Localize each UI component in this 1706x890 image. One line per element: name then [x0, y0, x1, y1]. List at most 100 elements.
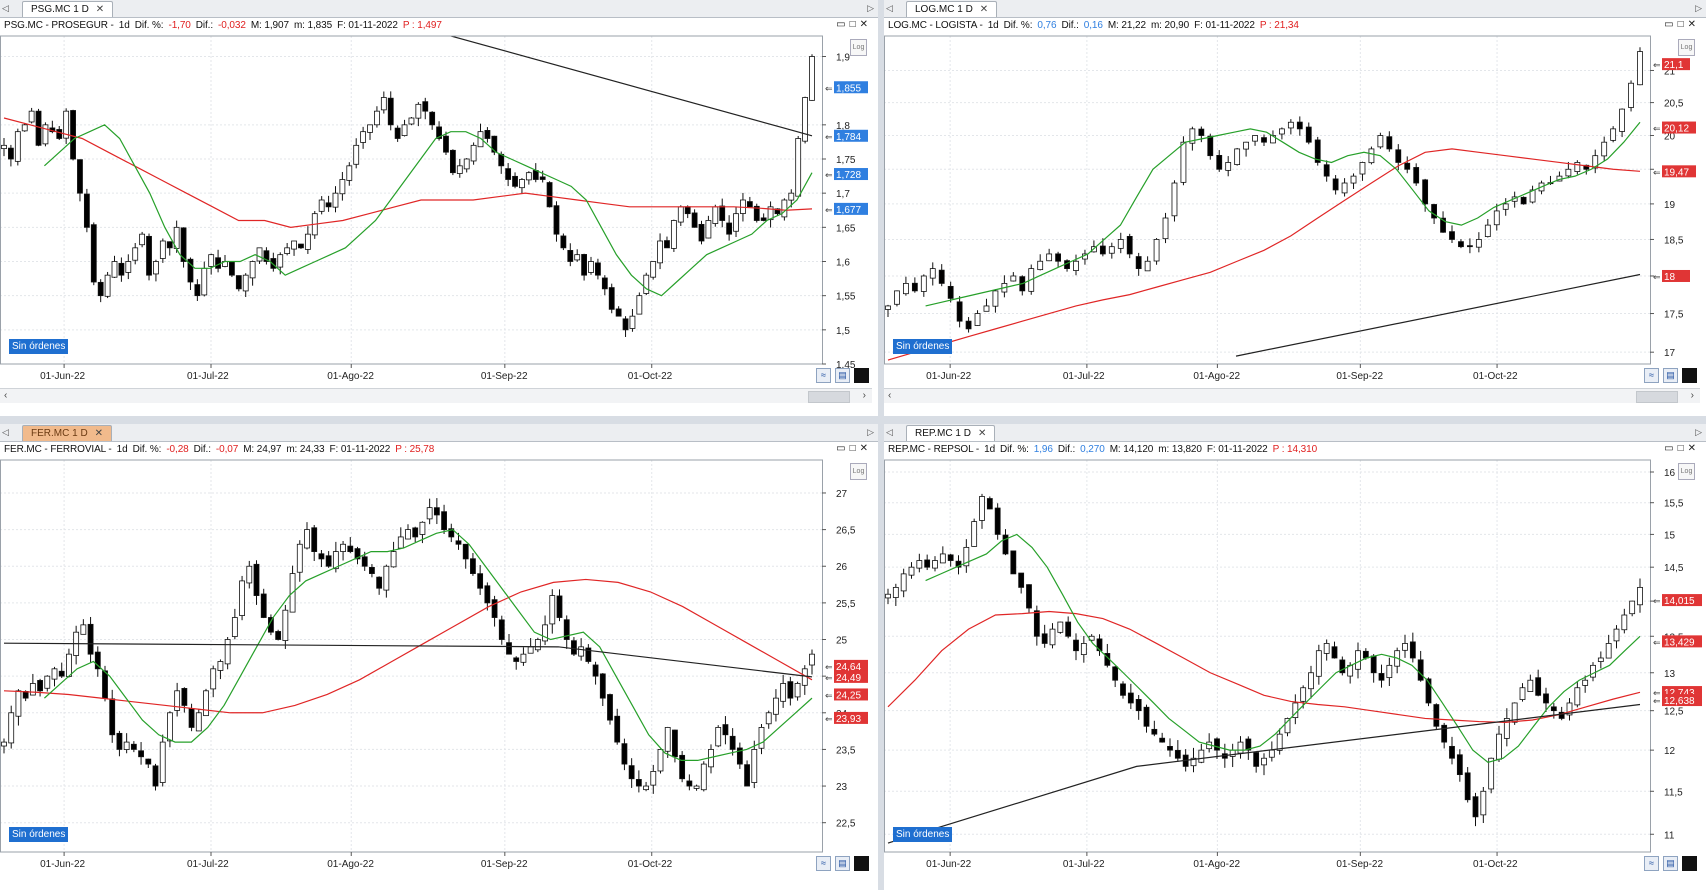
close-icon[interactable]: ✕ — [94, 428, 104, 439]
candle — [1162, 217, 1169, 240]
candle — [563, 619, 570, 640]
ma-long-line — [887, 610, 1641, 723]
log-scale-toggle[interactable]: Log — [1678, 39, 1695, 56]
arrow-left-icon: ⇐ — [825, 83, 833, 93]
minimize-icon[interactable]: ▭ — [836, 19, 850, 30]
tab-scroll-right-icon[interactable]: ▷ — [867, 3, 874, 13]
candle — [643, 274, 650, 294]
chart-tab[interactable]: LOG.MC 1 D ✕ — [906, 1, 998, 17]
close-window-icon[interactable]: ✕ — [859, 443, 872, 454]
candle — [693, 785, 700, 789]
close-window-icon[interactable]: ✕ — [859, 19, 872, 30]
candle — [102, 670, 108, 699]
maximize-icon[interactable]: □ — [849, 19, 860, 30]
chart-tab[interactable]: PSG.MC 1 D ✕ — [22, 1, 114, 17]
candle — [109, 698, 116, 736]
candle — [664, 240, 670, 249]
candle — [677, 206, 684, 223]
color-swatch-icon[interactable] — [1682, 368, 1697, 383]
window-buttons[interactable]: ▭□✕ — [836, 443, 872, 454]
save-icon[interactable]: ▤ — [1663, 856, 1678, 871]
tab-scroll-left-icon[interactable]: ◁ — [886, 3, 893, 13]
close-window-icon[interactable]: ✕ — [1687, 443, 1700, 454]
minimize-icon[interactable]: ▭ — [1664, 443, 1678, 454]
candle — [585, 647, 592, 662]
candle — [1174, 749, 1181, 759]
candle — [1409, 641, 1416, 659]
candle — [332, 192, 339, 208]
zoom-icon[interactable]: ≈ — [816, 368, 831, 383]
price-chart[interactable]: 2726,52625,52524,52423,52322,524,64⇐24,4… — [0, 424, 878, 890]
log-scale-toggle[interactable]: Log — [1678, 463, 1695, 480]
close-icon[interactable]: ✕ — [95, 4, 105, 15]
y-tick-label: 19 — [1664, 200, 1676, 211]
chart-tab[interactable]: REP.MC 1 D ✕ — [906, 425, 996, 441]
minimize-icon[interactable]: ▭ — [1664, 19, 1678, 30]
zoom-icon[interactable]: ≈ — [1644, 856, 1659, 871]
tab-scroll-right-icon[interactable]: ▷ — [1695, 427, 1702, 437]
log-scale-toggle[interactable]: Log — [850, 463, 867, 480]
maximize-icon[interactable]: □ — [849, 443, 860, 454]
arrow-left-icon: ⇐ — [825, 690, 833, 700]
x-tick-label: 01-Jul-22 — [187, 371, 229, 382]
y-tick-label: 17 — [1664, 348, 1676, 359]
save-icon[interactable]: ▤ — [835, 856, 850, 871]
candle — [1057, 621, 1064, 633]
tab-scroll-left-icon[interactable]: ◁ — [2, 427, 9, 437]
horizontal-scrollbar[interactable]: ‹ › — [884, 388, 1700, 403]
candle — [1108, 246, 1115, 254]
close-icon[interactable]: ✕ — [979, 4, 989, 15]
info-period: 1d — [987, 20, 999, 31]
price-chart[interactable]: 1615,51514,51413,51312,51211,51114,015⇐1… — [884, 424, 1706, 890]
scroll-left-icon[interactable]: ‹ — [888, 390, 892, 401]
candle — [636, 295, 643, 315]
scrollbar-thumb[interactable] — [1636, 391, 1678, 403]
scroll-left-icon[interactable]: ‹ — [4, 390, 8, 401]
candle — [1441, 724, 1448, 743]
horizontal-scrollbar[interactable]: ‹ › — [0, 388, 872, 403]
candle — [1216, 155, 1223, 170]
close-window-icon[interactable]: ✕ — [1687, 19, 1700, 30]
tab-scroll-left-icon[interactable]: ◁ — [2, 3, 9, 13]
window-buttons[interactable]: ▭□✕ — [836, 19, 872, 30]
maximize-icon[interactable]: □ — [1677, 443, 1688, 454]
info-max: M: 1,907 — [250, 20, 289, 31]
scrollbar-thumb[interactable] — [808, 391, 850, 403]
candle — [242, 274, 249, 292]
window-buttons[interactable]: ▭□✕ — [1664, 19, 1700, 30]
maximize-icon[interactable]: □ — [1677, 19, 1688, 30]
y-tick-label: 20 — [1664, 132, 1676, 143]
candle — [1574, 687, 1581, 706]
candle — [672, 729, 678, 758]
arrow-left-icon: ⇐ — [825, 662, 833, 672]
color-swatch-icon[interactable] — [1682, 856, 1697, 871]
zoom-icon[interactable]: ≈ — [1644, 368, 1659, 383]
candle — [405, 529, 411, 540]
window-buttons[interactable]: ▭□✕ — [1664, 443, 1700, 454]
tab-scroll-right-icon[interactable]: ▷ — [1695, 3, 1702, 13]
minimize-icon[interactable]: ▭ — [836, 443, 850, 454]
save-icon[interactable]: ▤ — [1663, 368, 1678, 383]
tab-label: REP.MC 1 D — [915, 428, 971, 439]
candle — [215, 257, 221, 269]
tab-scroll-left-icon[interactable]: ◁ — [886, 427, 893, 437]
candle — [325, 202, 332, 208]
save-icon[interactable]: ▤ — [835, 368, 850, 383]
info-date: F: 01-11-2022 — [1194, 20, 1255, 31]
candle — [686, 780, 693, 787]
log-scale-toggle[interactable]: Log — [850, 39, 867, 56]
zoom-icon[interactable]: ≈ — [816, 856, 831, 871]
candle — [1355, 650, 1361, 670]
price-chart[interactable]: 1,91,81,751,71,651,61,551,51,451,855⇐1,7… — [0, 0, 878, 416]
ma-black-line — [1235, 273, 1641, 357]
scroll-right-icon[interactable]: › — [1690, 390, 1694, 401]
color-swatch-icon[interactable] — [854, 368, 869, 383]
close-icon[interactable]: ✕ — [977, 428, 987, 439]
chart-tab[interactable]: FER.MC 1 D ✕ — [22, 425, 113, 441]
color-swatch-icon[interactable] — [854, 856, 869, 871]
y-tick-label: 1,45 — [836, 360, 856, 371]
candle — [614, 715, 621, 743]
tab-scroll-right-icon[interactable]: ▷ — [867, 427, 874, 437]
price-chart[interactable]: 2120,52019,51918,51817,51721,1⇐20,12⇐19,… — [884, 0, 1706, 416]
scroll-right-icon[interactable]: › — [862, 390, 866, 401]
